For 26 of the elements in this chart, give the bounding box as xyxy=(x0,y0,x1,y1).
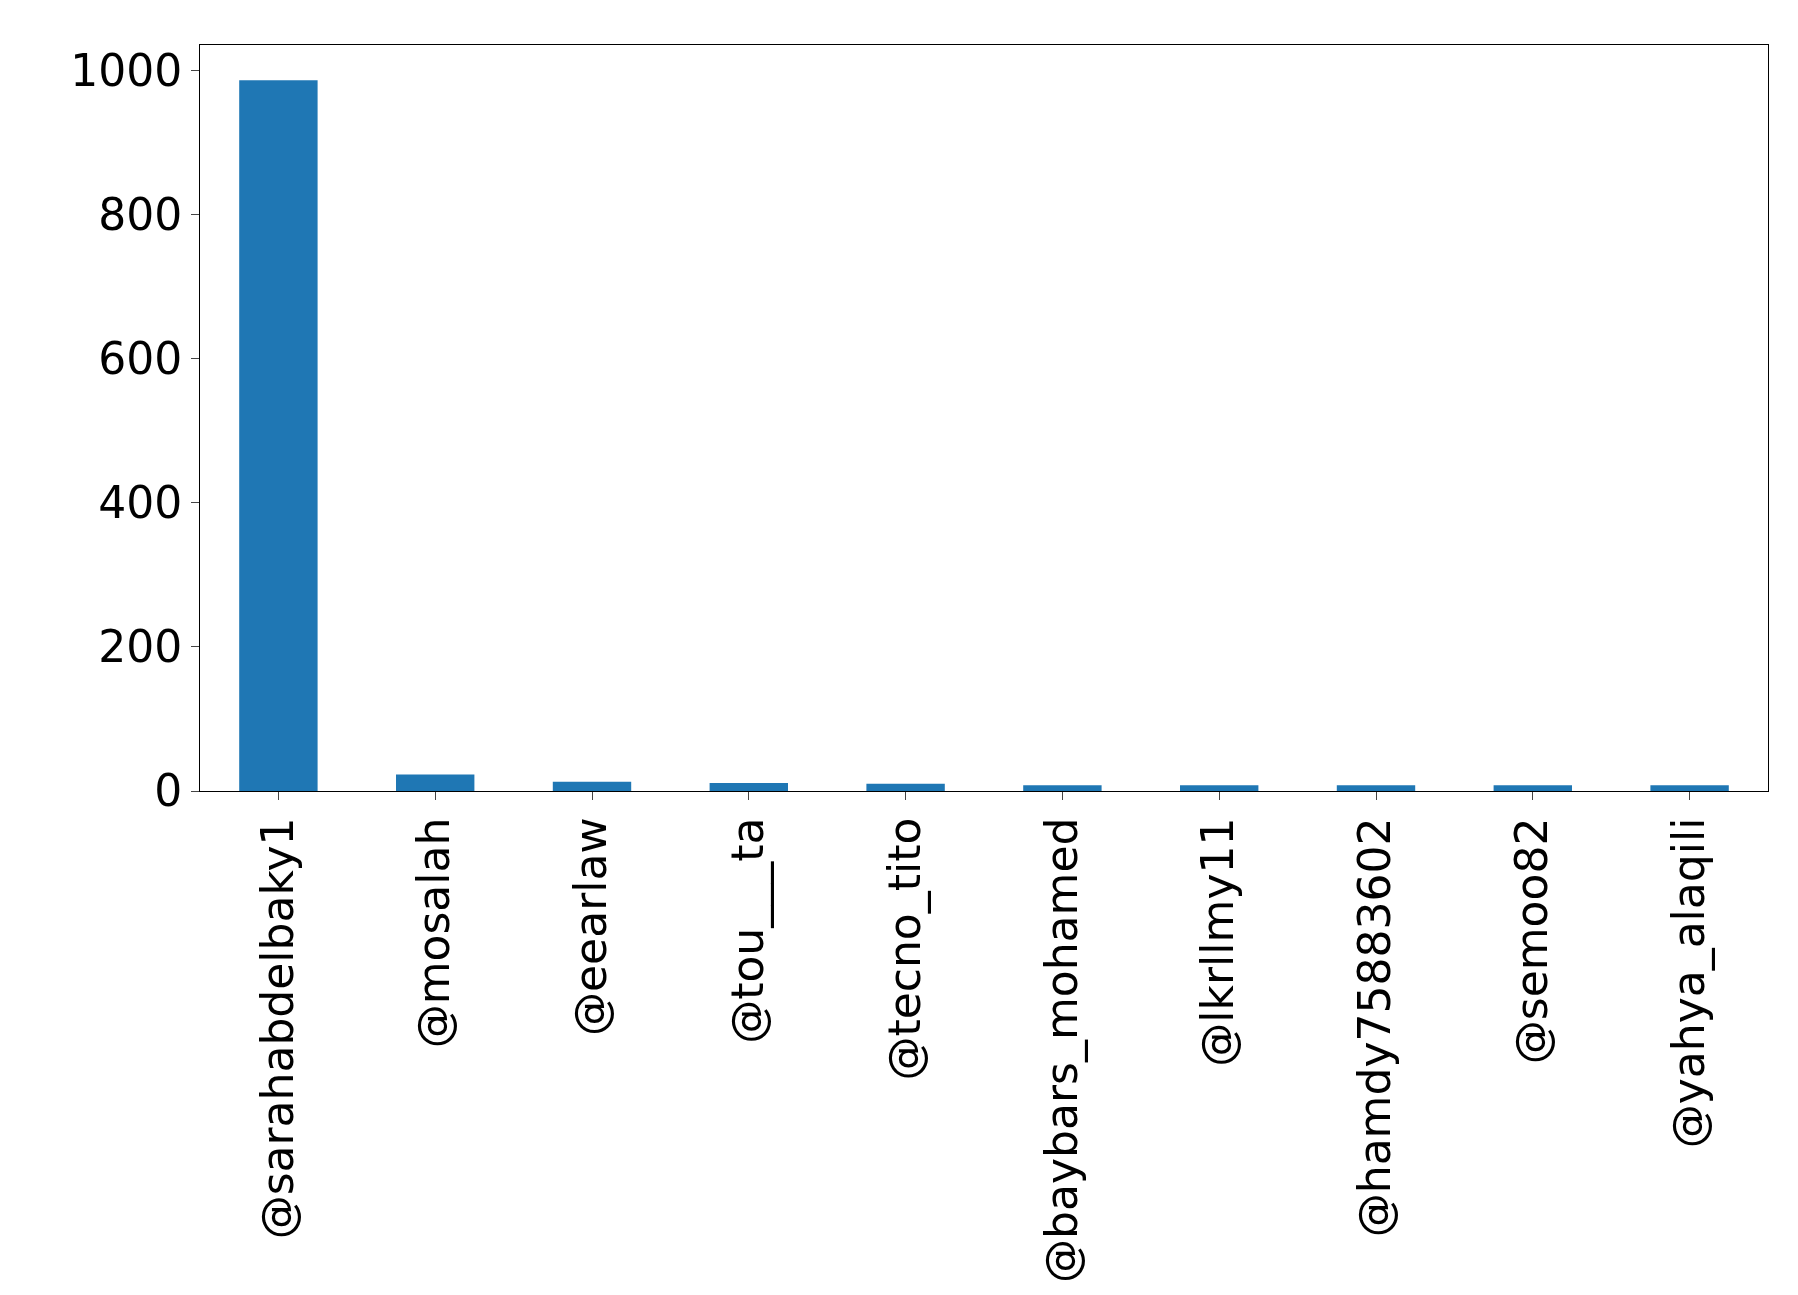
bar xyxy=(1336,785,1416,791)
x-tick-label: @yahya_alaqili xyxy=(1662,817,1715,1149)
bar xyxy=(709,783,788,791)
y-tick-label: 200 xyxy=(98,621,183,673)
bar xyxy=(866,783,945,791)
x-tick-label: @tecno_tito xyxy=(878,817,931,1081)
bar xyxy=(552,781,632,791)
bar xyxy=(239,80,318,791)
x-tick-label: @hamdy75883602 xyxy=(1349,817,1401,1238)
y-tick-label: 800 xyxy=(98,188,183,240)
y-tick-label: 600 xyxy=(98,332,183,384)
y-tick-label: 400 xyxy=(98,477,183,529)
x-tick-label: @baybars_mohamed xyxy=(1035,817,1088,1283)
x-tick-label: @tou___ta xyxy=(722,817,775,1044)
x-tick-label: @lkrllmy11 xyxy=(1192,817,1244,1067)
bar xyxy=(1650,785,1729,791)
x-tick-label: @mosalah xyxy=(408,817,460,1049)
bar xyxy=(1023,785,1102,791)
bar xyxy=(396,774,475,791)
x-tick-label: @semoo82 xyxy=(1506,817,1558,1065)
y-tick-label: 0 xyxy=(154,765,183,817)
bar xyxy=(1180,785,1259,791)
x-tick-label: @sarahabdelbaky1 xyxy=(251,817,303,1240)
x-tick-label: @eearlaw xyxy=(565,817,617,1036)
y-tick-label: 1000 xyxy=(70,44,183,96)
bar xyxy=(1493,785,1572,791)
